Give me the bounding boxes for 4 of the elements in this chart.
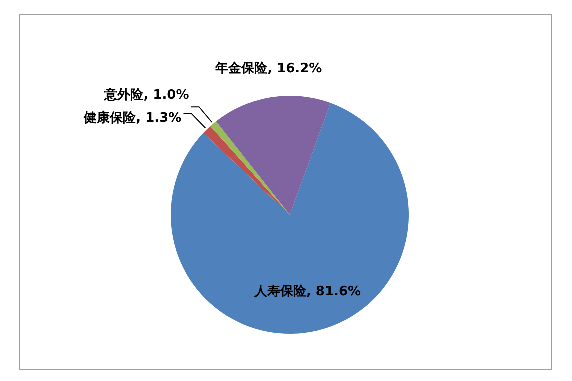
slice-label: 健康保险, 1.3% [83, 110, 182, 126]
slice-label: 年金保险, 16.2% [214, 62, 322, 77]
slice-label: 意外险, 1.0% [104, 87, 190, 104]
slice-label: 人寿保险, 81.6% [253, 284, 362, 300]
